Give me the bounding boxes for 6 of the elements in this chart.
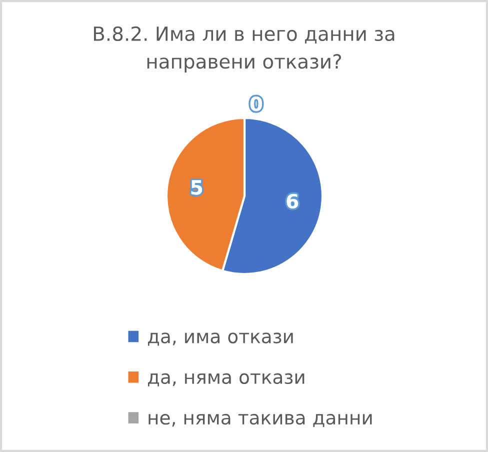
- data-label: 6: [286, 194, 298, 209]
- legend-label: да, има откази: [148, 332, 293, 346]
- data-label: 5: [191, 180, 202, 195]
- chart-title: В.8.2. Има ли в него данни за направени откази?: [94, 26, 394, 72]
- legend-label: не, няма такива данни: [148, 414, 372, 428]
- legend-label: да, няма откази: [148, 373, 304, 386]
